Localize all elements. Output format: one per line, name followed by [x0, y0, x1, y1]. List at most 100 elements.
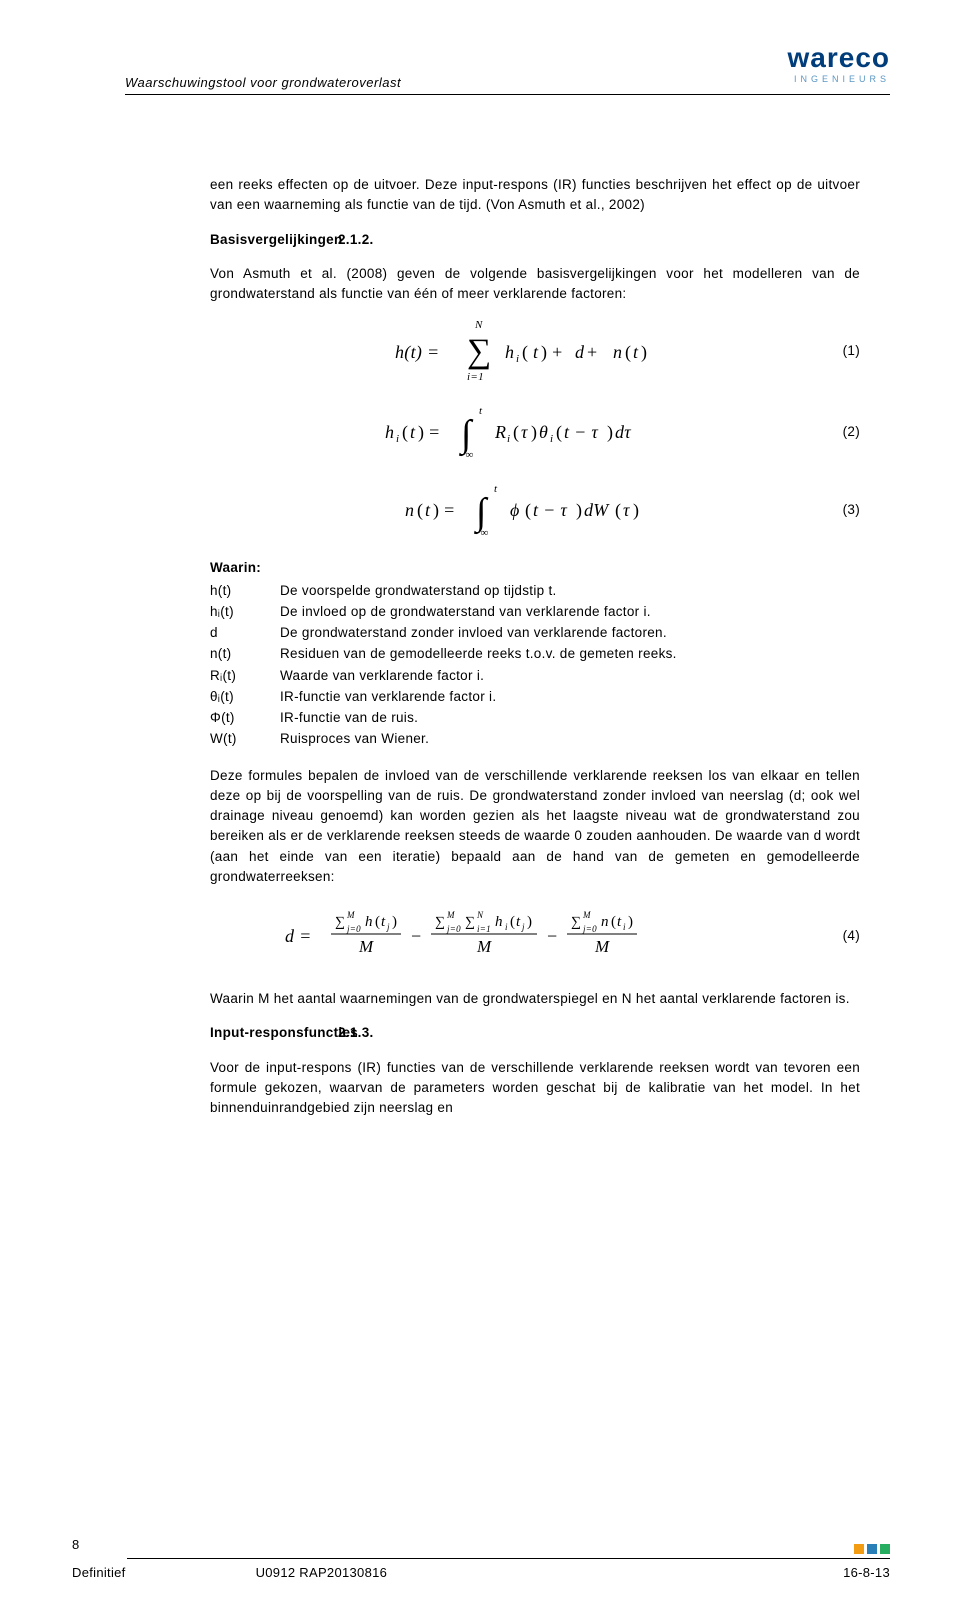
svg-text:−∞: −∞ [459, 449, 474, 461]
def-row: dDe grondwaterstand zonder invloed van v… [210, 623, 860, 643]
svg-text:τ: τ [623, 500, 630, 520]
svg-text:i: i [396, 433, 399, 445]
svg-text:t: t [617, 914, 622, 930]
svg-text:i=1: i=1 [467, 371, 484, 383]
svg-text:∑: ∑ [465, 915, 475, 930]
svg-text:): ) [641, 342, 647, 363]
company-logo: wareco INGENIEURS [788, 44, 891, 84]
svg-text:n: n [613, 342, 622, 362]
svg-text:): ) [607, 422, 613, 443]
svg-text:t: t [410, 422, 416, 442]
svg-text:i: i [505, 922, 508, 932]
svg-text:N: N [474, 319, 483, 331]
definitions-list: h(t)De voorspelde grondwaterstand op tij… [210, 581, 860, 750]
equation-3-number: (3) [843, 500, 860, 520]
def-sym: Rᵢ(t) [210, 666, 280, 686]
svg-text:M: M [594, 937, 610, 956]
svg-text:dW: dW [584, 500, 610, 520]
equation-2-svg: h i ( t ) = ∫ t −∞ R i ( τ ) θ i ( t − τ… [355, 402, 715, 462]
dot-icon [854, 1544, 864, 1554]
def-sym: d [210, 623, 280, 643]
page-footer: Definitief U0912 RAP20130816 16-8-13 [0, 1544, 960, 1580]
svg-text:t: t [633, 342, 639, 362]
header-rule [125, 94, 890, 95]
equation-1: h(t) = ∑ N i=1 h i ( t ) + d + n ( t ) (… [210, 318, 860, 384]
svg-text:n: n [601, 914, 609, 930]
equation-4: d = ∑ M j=0 h ( t j ) M − ∑ M j=0 ∑ N [210, 901, 860, 971]
svg-text:(: ( [625, 342, 631, 363]
svg-text:t − τ: t − τ [533, 500, 567, 520]
svg-text:N: N [476, 910, 484, 920]
svg-text:(: ( [611, 914, 616, 930]
def-sym: θᵢ(t) [210, 687, 280, 707]
svg-text:) +: ) + [541, 342, 563, 363]
def-txt: De invloed op de grondwaterstand van ver… [280, 602, 860, 622]
equation-4-svg: d = ∑ M j=0 h ( t j ) M − ∑ M j=0 ∑ N [265, 902, 805, 970]
svg-text:h: h [495, 914, 503, 930]
svg-text:t: t [425, 500, 431, 520]
footer-left: Definitief U0912 RAP20130816 [72, 1565, 387, 1580]
def-sym: n(t) [210, 644, 280, 664]
page-content: een reeks effecten op de uitvoer. Deze i… [210, 175, 860, 1132]
svg-text:(: ( [375, 914, 380, 930]
svg-text:d =: d = [285, 926, 312, 946]
svg-text:∑: ∑ [435, 915, 445, 930]
logo-sub-text: INGENIEURS [794, 74, 890, 84]
svg-text:i: i [507, 433, 510, 445]
svg-text:(: ( [522, 342, 528, 363]
svg-text:t − τ: t − τ [564, 422, 598, 442]
svg-text:t: t [494, 483, 498, 495]
svg-text:(: ( [417, 500, 423, 521]
svg-text:(: ( [556, 422, 562, 443]
svg-text:R: R [494, 422, 506, 442]
svg-text:): ) [527, 914, 532, 930]
def-row: n(t)Residuen van de gemodelleerde reeks … [210, 644, 860, 664]
sec-212-paragraph: Von Asmuth et al. (2008) geven de volgen… [210, 264, 860, 305]
def-sym: Φ(t) [210, 708, 280, 728]
def-row: h(t)De voorspelde grondwaterstand op tij… [210, 581, 860, 601]
svg-text:): ) [392, 914, 397, 930]
svg-text:n: n [405, 500, 414, 520]
def-sym: h(t) [210, 581, 280, 601]
equation-1-svg: h(t) = ∑ N i=1 h i ( t ) + d + n ( t ) [375, 318, 695, 384]
def-row: θᵢ(t)IR-functie van verklarende factor i… [210, 687, 860, 707]
def-txt: De voorspelde grondwaterstand op tijdsti… [280, 581, 860, 601]
equation-2-number: (2) [843, 422, 860, 442]
def-row: Rᵢ(t)Waarde van verklarende factor i. [210, 666, 860, 686]
dot-icon [867, 1544, 877, 1554]
def-row: W(t)Ruisproces van Wiener. [210, 729, 860, 749]
svg-text:M: M [346, 910, 355, 920]
svg-text:): ) [633, 500, 639, 521]
svg-text:h: h [385, 422, 394, 442]
svg-text:−: − [547, 926, 557, 946]
def-txt: Waarde van verklarende factor i. [280, 666, 860, 686]
footer-rule [127, 1558, 890, 1559]
svg-text:M: M [358, 937, 374, 956]
svg-text:t: t [533, 342, 539, 362]
def-row: hᵢ(t)De invloed op de grondwaterstand va… [210, 602, 860, 622]
svg-text:ϕ: ϕ [510, 500, 520, 520]
section-number-213: 2.1.3. [338, 1023, 374, 1043]
equation-3: n ( t ) = ∫ t −∞ ϕ ( t − τ ) dW ( τ ) (3… [210, 480, 860, 540]
svg-text:i: i [623, 922, 626, 932]
svg-text:) =: ) = [418, 422, 440, 443]
header-title: Waarschuwingstool voor grondwateroverlas… [125, 75, 401, 90]
svg-text:j=0: j=0 [446, 924, 461, 934]
svg-text:d: d [575, 342, 585, 362]
logo-main-text: wareco [788, 44, 891, 72]
svg-text:∑: ∑ [467, 333, 492, 370]
waarin-label: Waarin: [210, 558, 860, 578]
equation-4-number: (4) [843, 926, 860, 946]
svg-text:j: j [521, 922, 525, 932]
equation-2: h i ( t ) = ∫ t −∞ R i ( τ ) θ i ( t − τ… [210, 402, 860, 462]
svg-text:−: − [411, 926, 421, 946]
svg-text:(: ( [510, 914, 515, 930]
svg-text:−∞: −∞ [474, 527, 489, 539]
svg-text:+: + [587, 342, 597, 362]
svg-text:i: i [516, 353, 519, 365]
svg-text:(: ( [525, 500, 531, 521]
svg-text:(: ( [615, 500, 621, 521]
svg-text:j=0: j=0 [346, 924, 361, 934]
footer-date: 16-8-13 [843, 1565, 890, 1580]
svg-text:h(t) =: h(t) = [395, 342, 439, 363]
